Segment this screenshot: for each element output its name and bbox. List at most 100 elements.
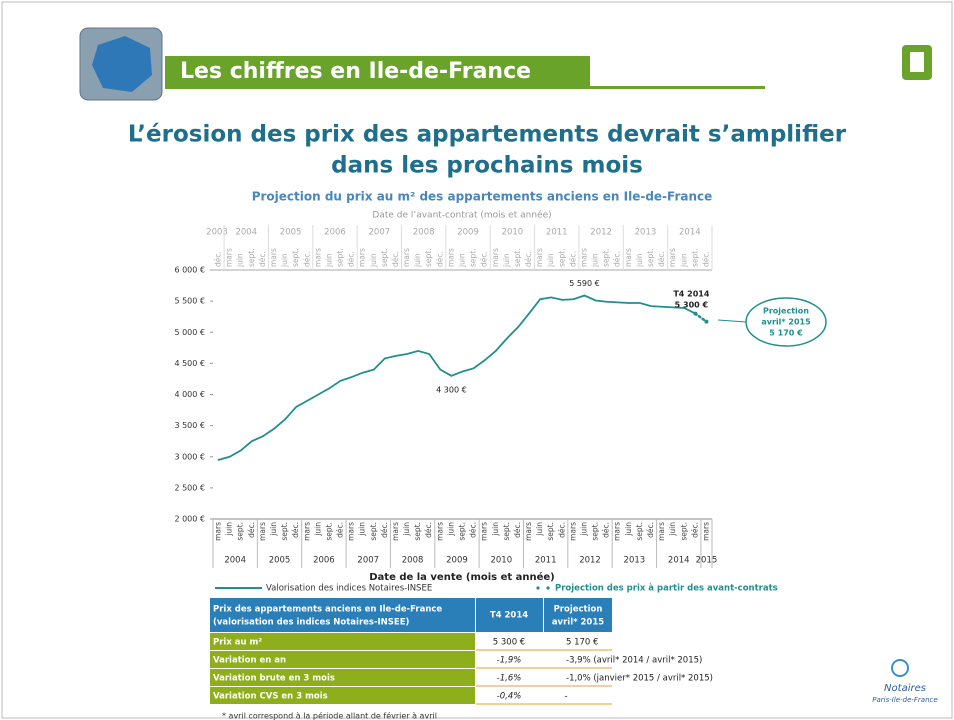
top-year-label: 2012 xyxy=(590,228,612,238)
x-tick-label: sept. xyxy=(546,522,555,541)
legend-label: Projection des prix à partir des avant-c… xyxy=(555,584,778,594)
top-year-label: 2013 xyxy=(635,228,657,238)
y-tick-label: 3 000 € xyxy=(174,452,205,461)
top-tick-label: déc. xyxy=(480,251,489,267)
row-label-cell xyxy=(210,669,475,686)
y-tick-label: 4 500 € xyxy=(174,359,205,368)
annotation: avril* 2015 xyxy=(761,318,811,327)
top-tick-label: juin xyxy=(236,253,245,268)
top-tick-label: mars xyxy=(358,248,367,267)
top-tick-label: juin xyxy=(591,253,600,268)
top-tick-label: sept. xyxy=(424,248,433,267)
legend-dot xyxy=(536,586,540,590)
x-tick-label: mars xyxy=(657,522,666,541)
logo-mark xyxy=(891,659,909,677)
top-tick-label: déc. xyxy=(391,251,400,267)
legend-dot xyxy=(546,586,550,590)
x-tick-label: sept. xyxy=(324,522,333,541)
top-tick-label: sept. xyxy=(602,248,611,267)
table-header xyxy=(476,598,543,632)
x-tick-label: mars xyxy=(302,522,311,541)
cell: -0,4% xyxy=(497,692,522,702)
table-header-text: (valorisation des indices Notaires-INSEE… xyxy=(213,618,410,628)
top-tick-label: mars xyxy=(225,248,234,267)
top-tick-label: mars xyxy=(624,248,633,267)
year-label: 2006 xyxy=(313,556,335,566)
x-tick-label: sept. xyxy=(369,522,378,541)
x-tick-label: déc. xyxy=(469,522,478,538)
top-axis-label: Date de l’avant-contrat (mois et année) xyxy=(372,210,551,221)
x-tick-label: juin xyxy=(624,522,633,537)
annotation: 4 300 € xyxy=(436,385,467,394)
y-tick-label: 5 500 € xyxy=(174,297,205,306)
year-label: 2015 xyxy=(696,556,718,566)
x-tick-label: juin xyxy=(668,522,677,537)
x-tick-label: mars xyxy=(258,522,267,541)
y-tick-label: 5 000 € xyxy=(174,328,205,337)
top-tick-label: sept. xyxy=(557,248,566,267)
top-tick-label: déc. xyxy=(613,251,622,267)
x-tick-label: mars xyxy=(214,522,223,541)
top-tick-label: mars xyxy=(313,248,322,267)
top-tick-label: mars xyxy=(402,248,411,267)
header-banner xyxy=(165,56,590,86)
logo-text: Notaires xyxy=(884,683,926,694)
y-tick-label: 2 000 € xyxy=(174,515,205,524)
x-tick-label: juin xyxy=(491,522,500,537)
x-tick-label: sept. xyxy=(635,522,644,541)
year-label: 2007 xyxy=(357,556,379,566)
top-tick-label: mars xyxy=(269,248,278,267)
x-tick-label: mars xyxy=(480,522,489,541)
top-tick-label: juin xyxy=(546,253,555,268)
top-tick-label: mars xyxy=(446,248,455,267)
top-tick-label: juin xyxy=(413,253,422,268)
top-tick-label: déc. xyxy=(524,251,533,267)
cell: -3,9% (avril* 2014 / avril* 2015) xyxy=(566,656,702,666)
x-tick-label: juin xyxy=(269,522,278,537)
table-header-text: T4 2014 xyxy=(490,611,528,621)
top-year-label: 2008 xyxy=(413,228,435,238)
x-tick-label: mars xyxy=(524,522,533,541)
cell: - xyxy=(564,692,567,702)
chart-title: Projection du prix au m² des appartement… xyxy=(252,190,713,204)
y-tick-label: 6 000 € xyxy=(174,266,205,275)
header-rule xyxy=(165,86,765,89)
top-year-label: 2003 xyxy=(206,228,228,238)
x-tick-label: déc. xyxy=(690,522,699,538)
table-header xyxy=(544,598,612,632)
table-header-text: avril* 2015 xyxy=(552,618,604,628)
top-year-label: 2009 xyxy=(457,228,479,238)
top-tick-label: juin xyxy=(324,253,333,268)
row-label: Variation brute en 3 mois xyxy=(213,674,335,684)
y-tick-label: 4 000 € xyxy=(174,390,205,399)
x-tick-label: déc. xyxy=(336,522,345,538)
x-tick-label: sept. xyxy=(280,522,289,541)
x-tick-label: mars xyxy=(347,522,356,541)
x-tick-label: déc. xyxy=(247,522,256,538)
map-shape xyxy=(92,36,152,92)
x-tick-label: déc. xyxy=(602,522,611,538)
year-label: 2009 xyxy=(446,556,468,566)
x-tick-label: juin xyxy=(402,522,411,537)
bubble-pointer xyxy=(717,319,747,323)
x-tick-label: juin xyxy=(446,522,455,537)
top-tick-label: déc. xyxy=(302,251,311,267)
top-tick-label: mars xyxy=(668,248,677,267)
x-tick-label: déc. xyxy=(380,522,389,538)
x-tick-label: juin xyxy=(225,522,234,537)
x-tick-label: juin xyxy=(358,522,367,537)
top-tick-label: sept. xyxy=(513,248,522,267)
cell: 5 170 € xyxy=(566,638,598,648)
top-tick-label: sept. xyxy=(247,248,256,267)
year-label: 2010 xyxy=(490,556,512,566)
x-tick-label: mars xyxy=(435,522,444,541)
top-year-label: 2004 xyxy=(235,228,257,238)
annotation: 5 300 € xyxy=(675,301,709,310)
year-label: 2011 xyxy=(535,556,557,566)
x-tick-label: sept. xyxy=(502,522,511,541)
x-tick-label: mars xyxy=(701,522,710,541)
x-tick-label: déc. xyxy=(424,522,433,538)
top-tick-label: déc. xyxy=(657,251,666,267)
x-tick-label: sept. xyxy=(679,522,688,541)
legend-label: Valorisation des indices Notaires-INSEE xyxy=(266,584,432,594)
